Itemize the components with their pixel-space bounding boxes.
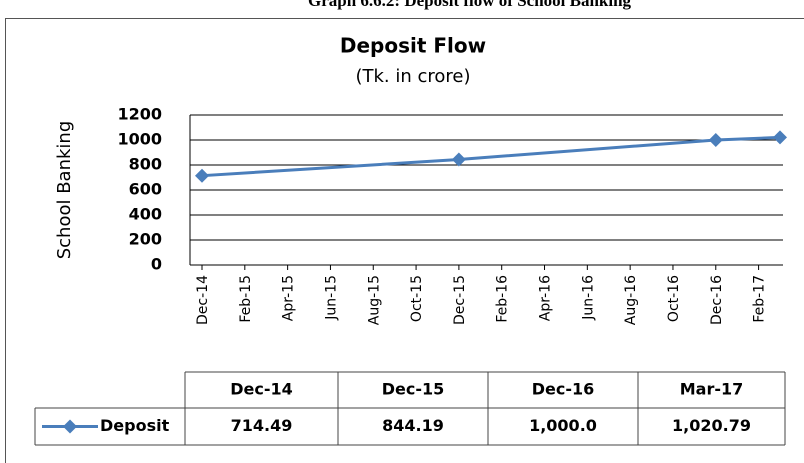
y-axis-label: School Banking: [54, 121, 75, 260]
x-tick-label: Feb-16: [495, 275, 511, 323]
x-tick-label: Dec-15: [452, 275, 468, 325]
caption: Graph 6.6.2: Deposit flow of School Bank…: [308, 0, 632, 10]
frame: [5, 18, 804, 463]
x-tick-label: Feb-15: [238, 275, 254, 323]
table-value: 1,000.0: [529, 416, 597, 435]
marker: [708, 133, 723, 147]
x-tick-label: Dec-16: [709, 275, 725, 325]
line: [201, 135, 781, 178]
x-tick-label: Aug-16: [623, 275, 639, 325]
y-tick-label: 1200: [117, 105, 162, 124]
x-tick-label: Jun-15: [323, 275, 339, 321]
table-value: 714.49: [231, 416, 293, 435]
x-tick-label: Dec-14: [195, 275, 211, 325]
table-header: Dec-14: [230, 380, 293, 399]
legend-marker: [63, 419, 77, 434]
y-tick-label: 800: [129, 155, 162, 174]
marker: [773, 130, 787, 145]
marker: [451, 152, 466, 167]
chart-subtitle: (Tk. in crore): [355, 66, 470, 87]
x-tick-label: Jun-16: [580, 275, 596, 321]
table-header: Dec-15: [382, 380, 445, 399]
x-tick-label: Apr-16: [538, 275, 554, 321]
y-tick-label: 200: [129, 230, 162, 249]
table-header: Dec-16: [532, 380, 595, 399]
x-tick-label: Oct-15: [409, 275, 425, 322]
marker: [195, 168, 209, 183]
table-value: 1,020.79: [672, 416, 751, 435]
x-tick-label: Feb-17: [752, 275, 768, 323]
y-tick-label: 600: [129, 180, 162, 199]
x-tick-label: Aug-15: [366, 275, 382, 325]
x-tick-label: Apr-15: [281, 275, 297, 321]
table-header: Mar-17: [680, 380, 744, 399]
legend-label: Deposit: [100, 416, 170, 435]
y-tick-label: 400: [129, 205, 162, 224]
chart-title: Deposit Flow: [340, 34, 486, 58]
table-grid: [34, 371, 786, 446]
y-tick-label: 0: [151, 255, 162, 274]
table-value: 844.19: [382, 416, 444, 435]
x-tick-label: Oct-16: [666, 275, 682, 322]
y-tick-label: 1000: [117, 130, 162, 149]
